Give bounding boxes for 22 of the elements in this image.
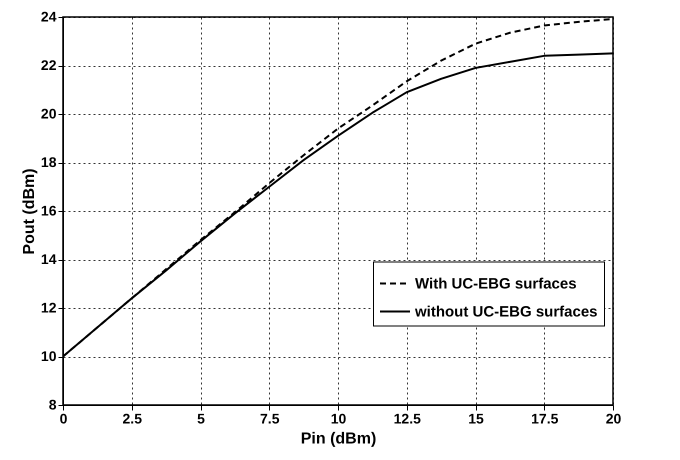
x-tick-label: 20 [606, 410, 622, 426]
x-tick-label: 10 [330, 410, 346, 426]
y-tick-label: 16 [40, 202, 57, 218]
x-axis-title: Pin (dBm) [300, 430, 376, 448]
x-tick-label: 0 [60, 410, 68, 426]
legend-label: without UC-EBG surfaces [414, 303, 598, 320]
y-tick-label: 18 [40, 154, 57, 170]
y-tick-label: 14 [40, 251, 57, 267]
x-tick-label: 15 [468, 410, 484, 426]
x-tick-label: 17.5 [531, 410, 559, 426]
y-tick-label: 24 [40, 8, 57, 24]
y-tick-label: 10 [40, 348, 57, 364]
x-tick-label: 7.5 [260, 410, 280, 426]
y-tick-label: 12 [40, 300, 57, 316]
y-tick-label: 20 [40, 106, 57, 122]
y-tick-label: 8 [48, 396, 57, 412]
legend-label: With UC-EBG surfaces [415, 275, 577, 292]
x-tick-label: 12.5 [394, 410, 422, 426]
x-tick-label: 5 [197, 410, 206, 426]
y-axis-title: Pout (dBm) [20, 168, 38, 255]
y-tick-label: 22 [40, 57, 57, 73]
x-tick-label: 2.5 [122, 410, 142, 426]
